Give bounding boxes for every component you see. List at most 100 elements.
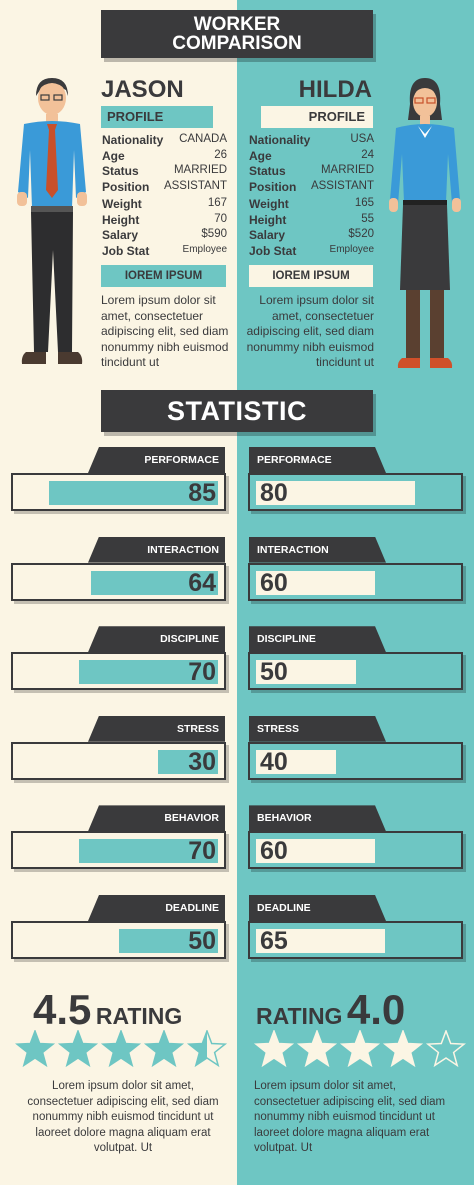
info-value: Employee	[182, 243, 227, 255]
info-key: Status	[102, 164, 139, 178]
stat-value: 40	[260, 747, 288, 776]
info-row: Weight 167	[102, 197, 227, 213]
rating-word-right: RATING	[256, 1003, 343, 1029]
info-key: Salary	[102, 228, 139, 242]
stat-label-left: INTERACTION	[88, 536, 225, 563]
stat-value: 64	[188, 568, 216, 597]
title-line-2: COMPARISON	[172, 33, 302, 54]
stat-bar-fill	[48, 481, 218, 505]
star-icon-filled	[384, 1031, 422, 1066]
stat-bar-fill	[256, 929, 386, 953]
stat-bar-fill	[158, 749, 218, 774]
star-icon	[425, 1030, 466, 1068]
worker-name-left: JASON	[101, 76, 184, 103]
stat-box-right: 40	[248, 741, 463, 780]
star-icon-filled	[255, 1031, 293, 1066]
stat-box-left: 64	[11, 562, 226, 601]
profile-info-left: Nationality CANADA Age 26 Status MARRIED Po…	[102, 133, 227, 259]
stat-bar-fill	[256, 481, 416, 505]
info-value: 55	[361, 212, 374, 225]
star-icon-filled	[59, 1031, 97, 1066]
info-value: ASSISTANT	[310, 179, 374, 192]
info-row: Height 55	[249, 213, 374, 229]
stat-label-right: DEADLINE	[249, 895, 386, 921]
stat-label-left: DEADLINE	[88, 895, 225, 921]
stat-bar-fill	[78, 660, 218, 685]
page-title: WORKER COMPARISON	[101, 10, 373, 58]
info-value: ASSISTANT	[163, 179, 227, 192]
profile-label-right: PROFILE	[261, 106, 373, 128]
rating-left: 4.5 RATING	[33, 986, 182, 1034]
info-value: 167	[207, 197, 227, 209]
rating-right: RATING 4.0	[256, 986, 405, 1034]
worker-name-right: HILDA	[298, 76, 372, 103]
info-value: USA	[350, 133, 374, 145]
info-key: Height	[102, 212, 140, 227]
rating-value-left: 4.5	[33, 986, 92, 1033]
star-rating-right	[254, 1030, 466, 1068]
female-worker-figure	[389, 78, 461, 368]
stat-bar-fill	[118, 929, 218, 953]
info-key: Job Stat	[102, 243, 150, 258]
section-label-left: IOREM IPSUM	[101, 265, 226, 287]
info-key: Position	[102, 179, 150, 194]
info-value: 165	[354, 197, 374, 209]
stat-label-left: STRESS	[88, 715, 225, 742]
info-row: Job Stat Employee	[249, 244, 374, 260]
stat-label-right: INTERACTION	[249, 536, 386, 563]
stat-value: 65	[260, 927, 288, 955]
stat-value: 80	[260, 479, 288, 507]
info-value: 24	[361, 148, 374, 161]
info-row: Age 26	[102, 149, 227, 165]
info-row: Height 70	[102, 213, 227, 229]
stat-label-left: PERFORMACE	[88, 447, 225, 473]
stat-box-right: 65	[248, 921, 463, 959]
stat-value: 60	[260, 837, 288, 866]
info-key: Age	[102, 148, 125, 163]
stat-value: 30	[188, 747, 216, 776]
stat-value: 70	[188, 658, 216, 687]
info-key: Nationality	[102, 133, 164, 147]
star-rating-left	[15, 1030, 228, 1068]
info-value: MARRIED	[173, 164, 227, 176]
stat-box-left: 70	[11, 652, 226, 691]
stat-value: 60	[260, 568, 288, 597]
info-key: Weight	[249, 197, 289, 211]
stat-value: 50	[188, 927, 216, 955]
star-icon-filled	[145, 1031, 183, 1066]
star-icon-filled	[341, 1031, 379, 1066]
rating-word-left: RATING	[95, 1003, 183, 1029]
star-icon-filled	[298, 1031, 336, 1066]
info-row: Status MARRIED	[102, 164, 227, 180]
star-icon-filled	[16, 1031, 54, 1066]
male-worker-figure	[17, 78, 87, 364]
statistic-title: STATISTIC	[101, 390, 373, 432]
info-row: Age 24	[249, 149, 374, 165]
stat-bar-fill	[256, 660, 356, 685]
info-value: $520	[348, 228, 374, 240]
rating-value-right: 4.0	[346, 986, 406, 1033]
stat-bar-fill	[256, 749, 336, 774]
stat-value: 70	[188, 837, 216, 866]
stat-box-right: 60	[248, 562, 463, 601]
star-icon-filled	[102, 1031, 140, 1066]
info-value: 26	[214, 148, 227, 161]
info-value: 70	[214, 212, 227, 225]
stat-label-left: BEHAVIOR	[88, 805, 225, 832]
stat-value: 85	[188, 479, 216, 507]
star-icon-filled	[188, 1031, 207, 1066]
footer-text-right: Lorem ipsum dolor sit amet, consectetuer…	[254, 1080, 446, 1154]
stat-bar-fill	[256, 570, 376, 595]
info-row: Position ASSISTANT	[102, 180, 227, 196]
description-left: Lorem ipsum dolor sit amet, consectetuer…	[101, 293, 229, 369]
stat-label-right: STRESS	[249, 715, 386, 742]
profile-label-left: PROFILE	[101, 106, 213, 128]
stat-box-left: 30	[11, 741, 226, 780]
info-row: Position ASSISTANT	[249, 180, 374, 196]
info-row: Salary $520	[249, 228, 374, 244]
info-key: Age	[249, 148, 272, 163]
info-row: Nationality USA	[249, 133, 374, 149]
stat-label-right: DISCIPLINE	[249, 626, 386, 653]
info-value: MARRIED	[320, 164, 374, 176]
info-row: Nationality CANADA	[102, 133, 227, 149]
